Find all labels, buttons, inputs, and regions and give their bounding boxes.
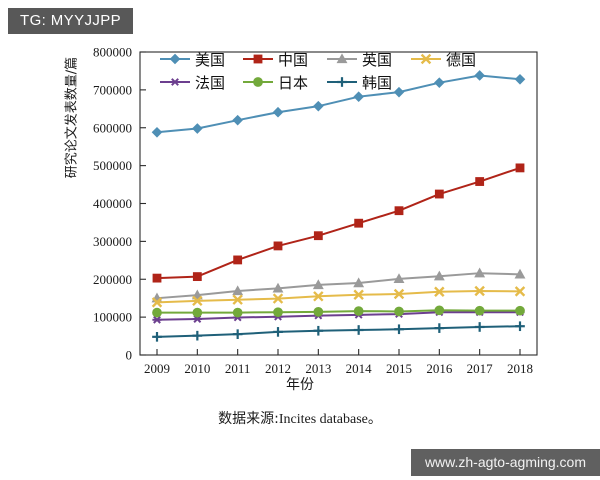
caption-suffix: 。 <box>367 411 382 427</box>
legend-item-2[interactable]: 中国 <box>243 51 308 69</box>
legend-label: 韩国 <box>362 74 392 92</box>
chart-canvas: 0 100000 200000 300000 400000 500000 600000 700… <box>93 45 538 377</box>
series-4 <box>151 285 526 308</box>
tick-labels: 0 100000 200000 300000 400000 500000 600000 700… <box>93 45 533 377</box>
series-7 <box>152 321 525 342</box>
y-tick-label: 100000 <box>93 310 132 325</box>
y-tick-label: 600000 <box>93 120 132 135</box>
series-2 <box>152 163 525 283</box>
tag-badge: TG: MYYJJPP <box>8 8 134 34</box>
legend-item-6[interactable]: 日本 <box>243 74 308 92</box>
line-chart: 0 100000 200000 300000 400000 500000 600000 700… <box>64 45 538 393</box>
x-tick-label: 2016 <box>426 361 453 376</box>
x-tick-label: 2014 <box>346 361 373 376</box>
watermark: www.zh-agto-agming.com <box>410 449 600 476</box>
axis-ticks <box>140 51 521 356</box>
plot-frame <box>139 51 538 356</box>
figure-caption: 数据来源:Incites database。 <box>0 408 600 428</box>
y-axis-title: 研究论文发表数量/篇 <box>64 56 80 179</box>
series-layer <box>151 70 526 342</box>
x-tick-label: 2012 <box>265 361 291 376</box>
y-tick-label: 800000 <box>93 45 132 60</box>
x-tick-label: 2017 <box>467 361 494 376</box>
legend-label: 法国 <box>195 74 225 92</box>
x-axis-title: 年份 <box>286 377 314 393</box>
legend-item-5[interactable]: 法国 <box>160 74 225 92</box>
y-tick-label: 500000 <box>93 158 132 173</box>
legend-label: 德国 <box>446 51 476 69</box>
y-tick-label: 0 <box>126 348 133 363</box>
series-3 <box>151 267 526 303</box>
x-tick-label: 2015 <box>386 361 412 376</box>
y-tick-label: 400000 <box>93 196 132 211</box>
caption-source: Incites database <box>278 412 368 427</box>
legend-label: 美国 <box>195 51 225 69</box>
caption-prefix: 数据来源: <box>218 411 279 427</box>
series-1 <box>151 70 526 138</box>
x-tick-label: 2018 <box>507 361 533 376</box>
x-tick-label: 2013 <box>305 361 331 376</box>
series-6 <box>152 305 525 318</box>
x-tick-label: 2010 <box>184 361 210 376</box>
y-tick-label: 200000 <box>93 272 132 287</box>
legend-label: 中国 <box>278 51 308 69</box>
y-tick-label: 700000 <box>93 82 132 97</box>
legend-label: 英国 <box>362 51 392 69</box>
legend-label: 日本 <box>278 74 308 92</box>
legend-item-7[interactable]: 韩国 <box>327 74 392 92</box>
x-tick-label: 2009 <box>144 361 170 376</box>
legend-item-3[interactable]: 英国 <box>327 51 392 69</box>
legend-item-1[interactable]: 美国 <box>160 51 225 69</box>
legend-item-4[interactable]: 德国 <box>411 51 476 69</box>
x-tick-label: 2011 <box>225 361 251 376</box>
y-tick-label: 300000 <box>93 234 132 249</box>
